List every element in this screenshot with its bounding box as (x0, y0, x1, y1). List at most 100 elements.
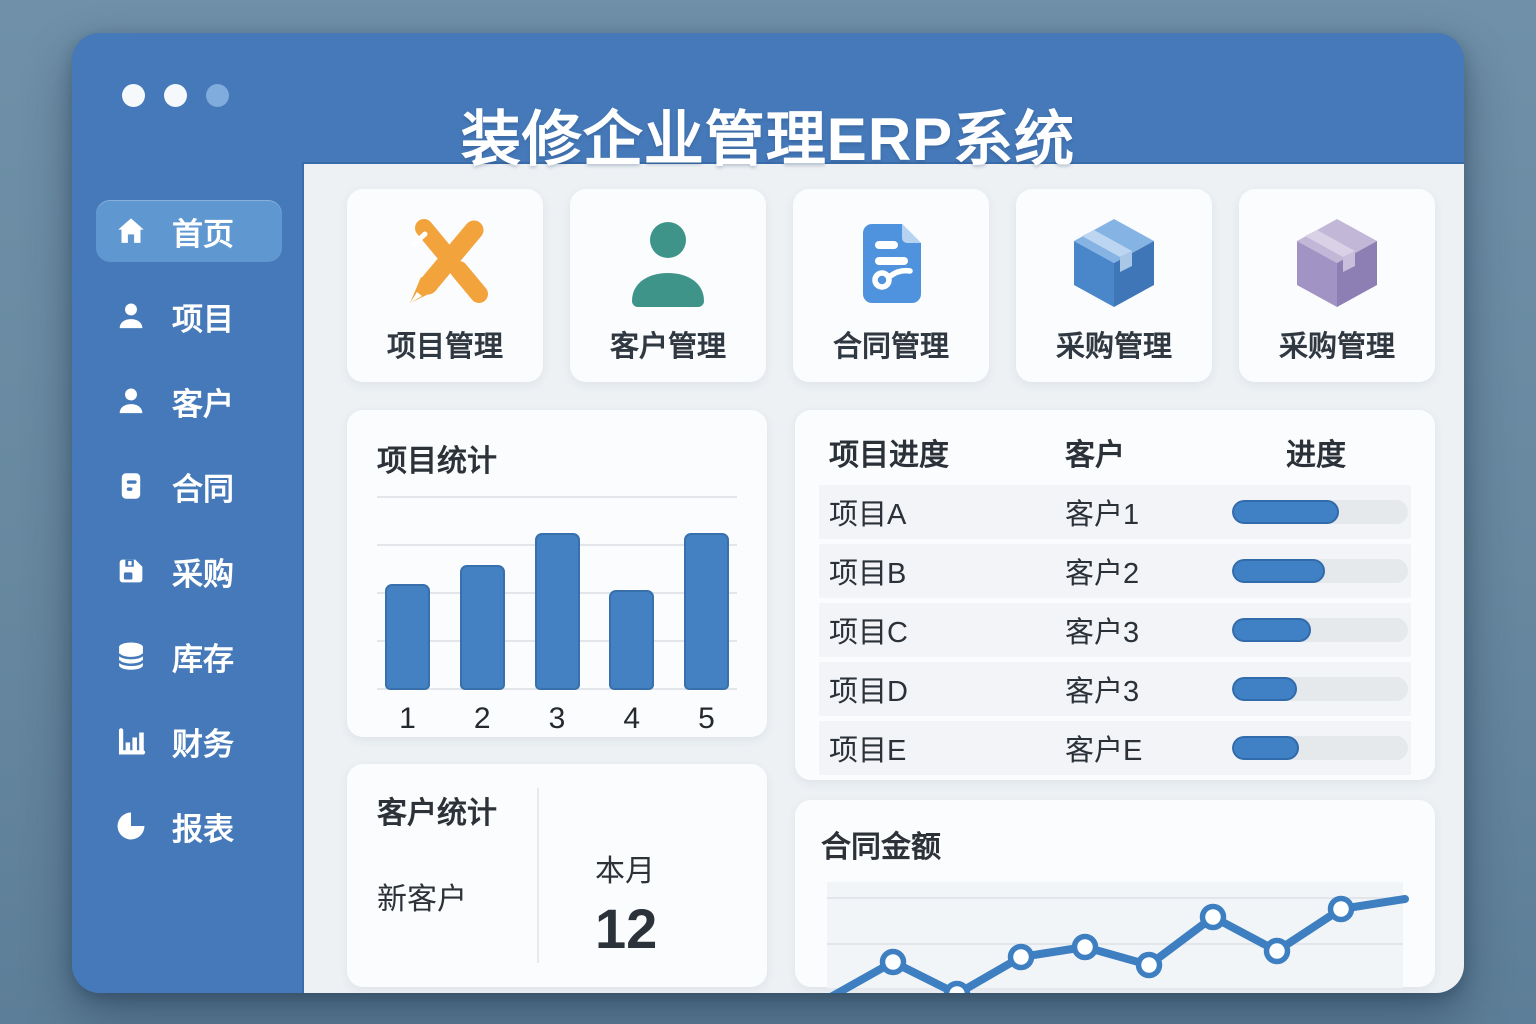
period-label: 本月 (595, 855, 655, 888)
project-name: 项目E (829, 735, 907, 767)
x-tick-label: 2 (473, 702, 491, 735)
table-row-项目B[interactable]: 项目B 客户2 (819, 544, 1411, 598)
contract-line-chart (821, 872, 1409, 993)
gridline (377, 496, 737, 498)
project-progress-card: 项目进度 客户 进度 项目A 客户1 项目B 客户2 项目C 客户3 项目D 客户3 项目E 客户… (795, 410, 1435, 780)
x-tick-label: 1 (399, 702, 416, 735)
project-name: 项目D (829, 676, 908, 708)
window-control-dot[interactable] (122, 84, 145, 107)
table-body: 项目A 客户1 项目B 客户2 项目C 客户3 项目D 客户3 项目E 客户E (819, 485, 1411, 775)
progress-bar-track (1232, 500, 1408, 524)
sidebar-item-财务[interactable]: 财务 (96, 710, 282, 772)
customer-stats-card: 客户统计 新客户 本月 12 (347, 764, 767, 987)
customer-name: 客户3 (1065, 676, 1140, 708)
project-name: 项目B (829, 558, 907, 590)
column-header-progress: 进度 (1286, 439, 1346, 472)
progress-bar-fill (1232, 500, 1340, 524)
main-content: 项目管理 客户管理 合同管理 采购管理 采购管理 项目统计 (302, 162, 1464, 993)
sidebar-item-label: 项目 (172, 301, 234, 337)
quick-action-客户管理[interactable]: 客户管理 (570, 189, 766, 382)
quick-action-项目管理[interactable]: 项目管理 (347, 189, 543, 382)
project-name: 项目C (829, 617, 908, 649)
user-icon (114, 384, 148, 418)
pencil-ruler-icon (393, 211, 497, 315)
customer-name: 客户3 (1065, 617, 1140, 649)
bar-3 (534, 533, 580, 690)
table-row-项目C[interactable]: 项目C 客户3 (819, 603, 1411, 657)
quick-action-label: 项目管理 (386, 331, 503, 363)
sidebar-item-label: 财务 (172, 726, 234, 762)
progress-cell (1221, 559, 1411, 583)
page-title: 装修企业管理ERP系统 (460, 106, 1076, 173)
bar-chart-icon (114, 724, 148, 758)
progress-bar-track (1232, 559, 1408, 583)
project-stats-title: 项目统计 (377, 445, 497, 478)
x-tick-label: 4 (623, 702, 641, 735)
table-row-项目E[interactable]: 项目E 客户E (819, 721, 1411, 775)
sidebar-nav: 首页项目客户合同采购库存财务报表 (72, 162, 302, 993)
customer-stats-title: 客户统计 (377, 797, 497, 830)
customer-name: 客户E (1065, 735, 1143, 767)
box-purple-icon (1285, 211, 1389, 315)
sidebar-item-库存[interactable]: 库存 (96, 625, 282, 687)
sidebar-item-首页[interactable]: 首页 (96, 200, 282, 262)
quick-action-label: 采购管理 (1055, 331, 1172, 363)
quick-action-label: 合同管理 (832, 331, 949, 363)
bar-2 (459, 565, 505, 690)
new-customer-count: 12 (595, 897, 658, 960)
contract-amount-card: 合同金额 (795, 800, 1435, 993)
table-row-项目D[interactable]: 项目D 客户3 (819, 662, 1411, 716)
table-header-row: 项目进度 客户 进度 (819, 424, 1411, 480)
progress-cell (1221, 677, 1411, 701)
sidebar-item-项目[interactable]: 项目 (96, 285, 282, 347)
project-stats-card: 项目统计 1 2 3 4 5 (347, 410, 767, 737)
sidebar-item-客户[interactable]: 客户 (96, 370, 282, 432)
sidebar-item-label: 报表 (172, 811, 234, 847)
sidebar-item-label: 首页 (172, 216, 234, 252)
document-icon (114, 469, 148, 503)
sidebar-item-label: 库存 (172, 641, 234, 677)
customer-name: 客户1 (1065, 499, 1140, 531)
customer-stats-value-panel: 本月 12 (537, 788, 767, 963)
progress-cell (1221, 618, 1411, 642)
app-window: 装修企业管理ERP系统 首页项目客户合同采购库存财务报表 项目管理 客户管理 合同… (72, 33, 1464, 993)
window-control-dot[interactable] (164, 84, 187, 107)
progress-bar-fill (1232, 618, 1312, 642)
table-row-项目A[interactable]: 项目A 客户1 (819, 485, 1411, 539)
progress-bar-track (1232, 618, 1408, 642)
quick-action-采购管理[interactable]: 采购管理 (1239, 189, 1435, 382)
project-bar-chart (377, 496, 737, 690)
quick-action-采购管理[interactable]: 采购管理 (1016, 189, 1212, 382)
person-icon (616, 211, 720, 315)
contract-amount-title: 合同金额 (821, 831, 941, 864)
save-icon (114, 554, 148, 588)
project-name: 项目A (829, 499, 907, 531)
user-icon (114, 299, 148, 333)
box-blue-icon (1062, 211, 1166, 315)
progress-bar-track (1232, 677, 1408, 701)
bar-chart-x-axis: 1 2 3 4 5 (377, 702, 737, 736)
quick-action-row: 项目管理 客户管理 合同管理 采购管理 采购管理 (347, 189, 1435, 382)
sidebar-item-报表[interactable]: 报表 (96, 795, 282, 857)
pie-chart-icon (114, 809, 148, 843)
contract-icon (839, 211, 943, 315)
bar-1 (385, 584, 430, 690)
bar-5 (684, 533, 729, 690)
sidebar-item-采购[interactable]: 采购 (96, 540, 282, 602)
line-chart-svg (827, 882, 1409, 993)
sidebar-item-label: 采购 (172, 556, 234, 592)
progress-bar-fill (1232, 559, 1326, 583)
quick-action-合同管理[interactable]: 合同管理 (793, 189, 989, 382)
sidebar-item-label: 客户 (172, 386, 234, 422)
sidebar-item-label: 合同 (172, 471, 234, 507)
database-icon (114, 639, 148, 673)
title-bar: 装修企业管理ERP系统 (72, 33, 1464, 173)
window-control-dot[interactable] (206, 84, 229, 107)
progress-cell (1221, 736, 1411, 760)
sidebar-item-合同[interactable]: 合同 (96, 455, 282, 517)
new-customer-label: 新客户 (377, 883, 467, 916)
progress-bar-track (1232, 736, 1408, 760)
x-tick-label: 5 (698, 702, 715, 735)
home-icon (114, 214, 148, 248)
progress-bar-fill (1232, 677, 1298, 701)
